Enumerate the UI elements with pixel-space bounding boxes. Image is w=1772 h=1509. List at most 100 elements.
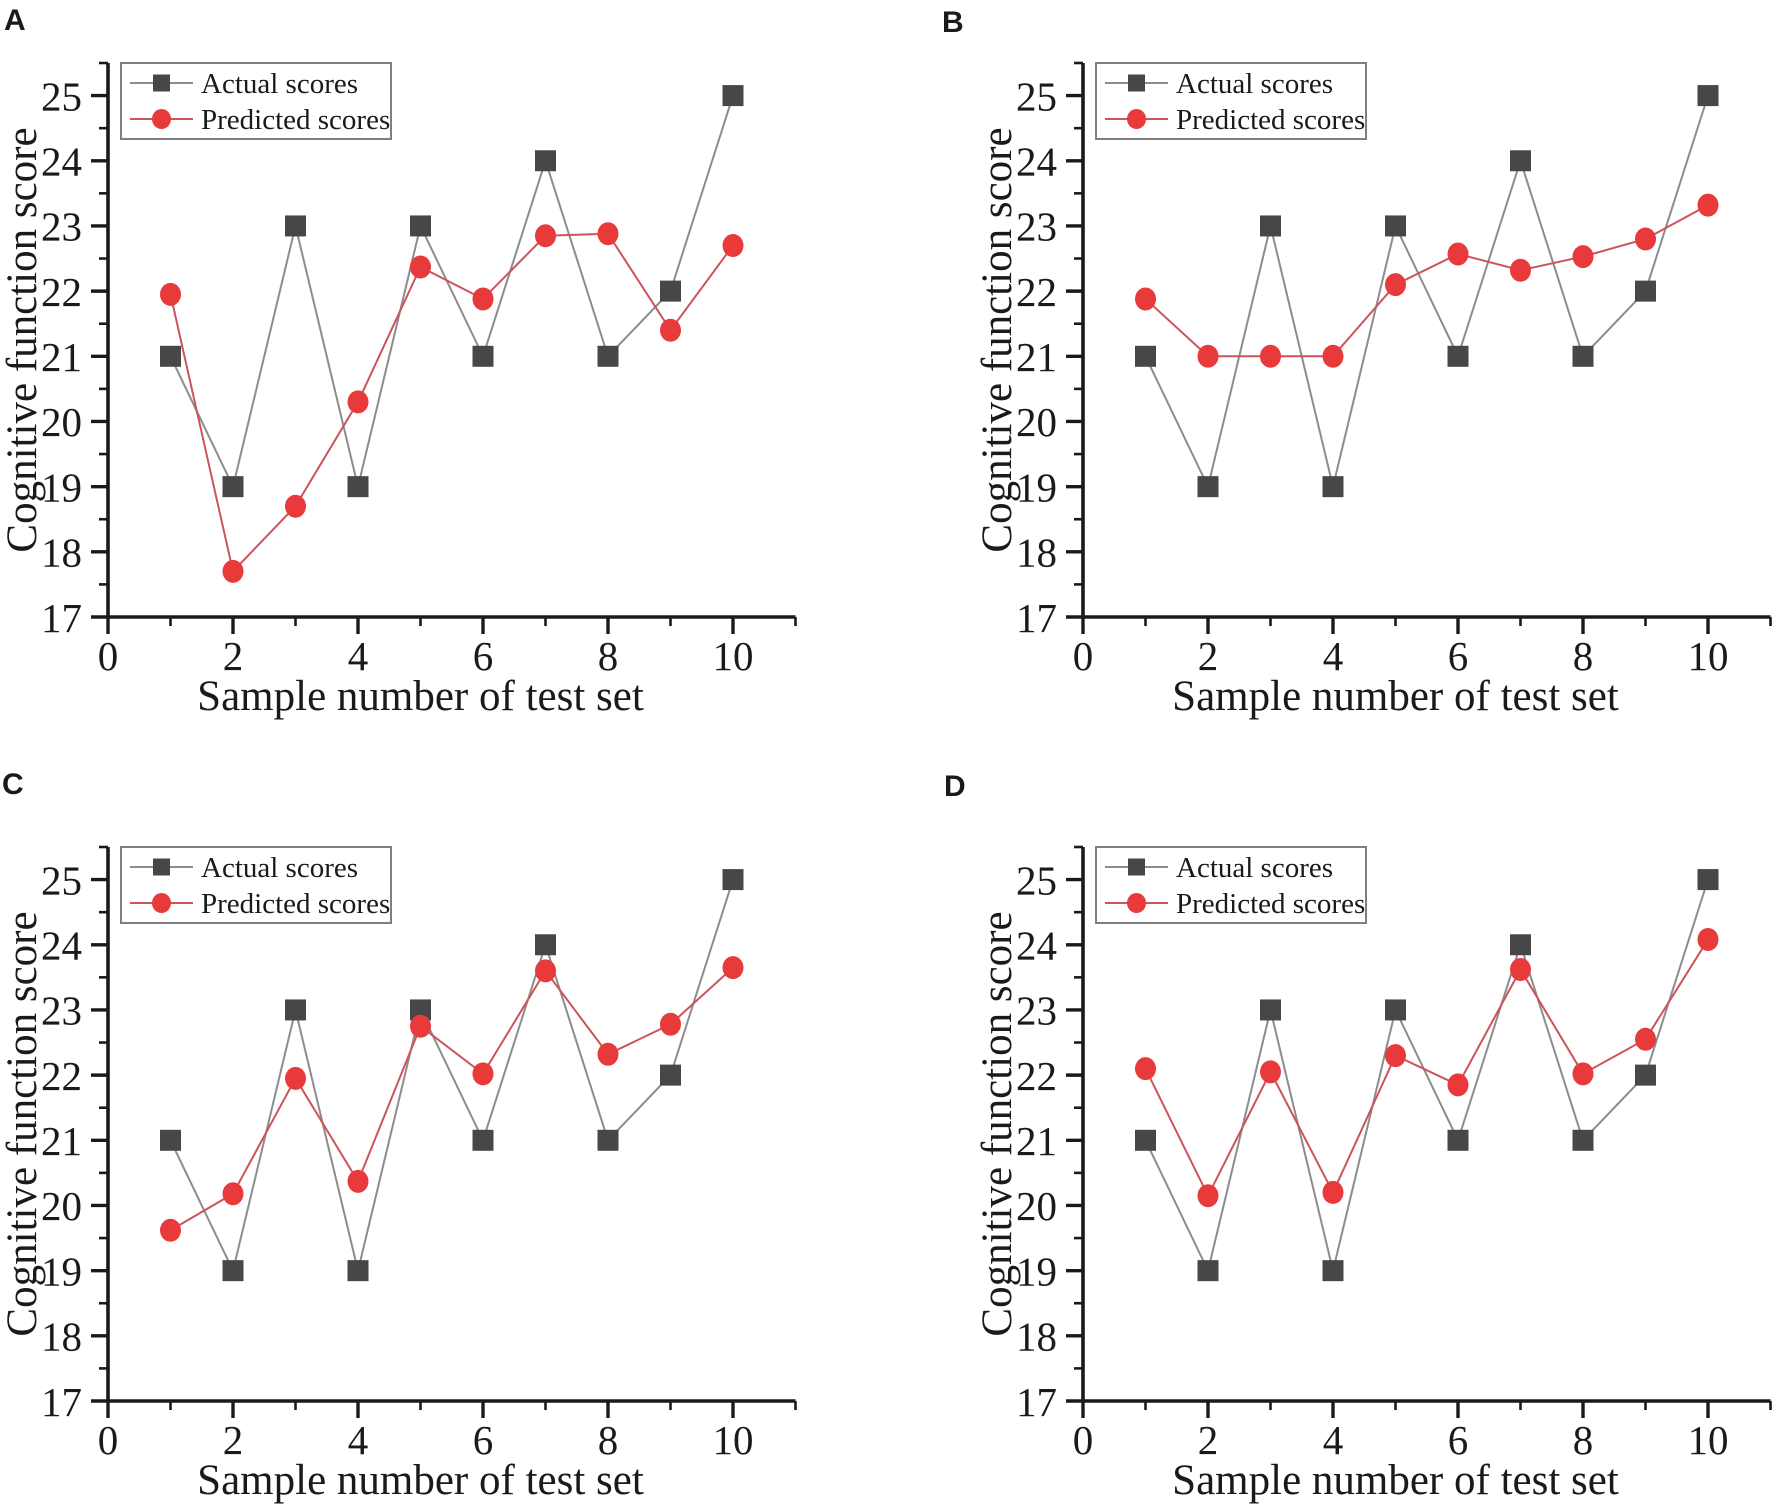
series-actual-scores	[1135, 869, 1719, 1282]
data-point-square	[285, 215, 306, 237]
x-tick-label: 2	[223, 1417, 244, 1463]
data-point-circle	[1697, 193, 1719, 217]
data-point-square	[1447, 1129, 1469, 1151]
axes	[106, 63, 796, 619]
y-tick-label: 21	[1016, 1118, 1057, 1164]
data-point-circle	[660, 1012, 681, 1036]
x-axis-title: Sample number of test set	[197, 673, 644, 720]
x-tick-label: 4	[1323, 633, 1344, 679]
data-point-square	[660, 280, 681, 302]
data-point-circle	[472, 287, 494, 311]
data-point-square	[1135, 1129, 1156, 1151]
y-tick-label: 24	[41, 139, 82, 185]
y-tick-label: 20	[1016, 399, 1057, 445]
data-point-circle	[1510, 958, 1531, 982]
y-tick-label: 20	[41, 399, 82, 445]
data-point-square	[472, 1129, 494, 1151]
data-point-square	[597, 1129, 619, 1151]
x-tick-label: 8	[598, 1417, 619, 1463]
y-tick-label: 25	[41, 73, 82, 119]
data-point-square	[660, 1064, 681, 1086]
data-point-square	[1697, 869, 1719, 891]
data-point-circle	[1385, 273, 1406, 297]
data-point-circle	[410, 255, 431, 279]
data-point-circle	[722, 956, 744, 980]
y-tick-label: 23	[41, 988, 82, 1034]
axes	[1081, 63, 1771, 619]
legend: Actual scores Predicted scores	[1095, 846, 1367, 924]
tick-marks	[91, 61, 797, 634]
y-tick-label: 19	[1016, 464, 1057, 510]
y-axis-title: Cognitive function score	[974, 127, 1021, 552]
legend: Actual scores Predicted scores	[120, 62, 392, 140]
data-point-circle	[347, 390, 369, 414]
data-point-square	[535, 934, 556, 956]
x-tick-label: 4	[1323, 1417, 1344, 1463]
x-tick-label: 0	[1073, 633, 1094, 679]
y-tick-label: 18	[1016, 1314, 1057, 1360]
x-axis-title: Sample number of test set	[1172, 673, 1619, 720]
y-tick-label: 19	[41, 464, 82, 510]
y-tick-label: 24	[1016, 139, 1057, 185]
data-point-square	[1322, 1260, 1344, 1282]
x-axis-title: Sample number of test set	[1172, 1457, 1619, 1504]
legend-label: Predicted scores	[1176, 888, 1365, 920]
y-tick-label: 23	[1016, 204, 1057, 250]
x-tick-label: 2	[223, 633, 244, 679]
legend-label: Actual scores	[201, 852, 358, 884]
y-tick-label: 23	[41, 204, 82, 250]
data-point-square	[1697, 85, 1719, 107]
x-tick-label: 0	[1073, 1417, 1094, 1463]
data-point-square	[1635, 280, 1656, 302]
y-tick-label: 22	[1016, 1053, 1057, 1099]
legend-label: Actual scores	[1176, 68, 1333, 100]
data-point-square	[1260, 999, 1281, 1021]
data-point-circle	[222, 559, 244, 583]
y-tick-label: 19	[1016, 1248, 1057, 1294]
x-axis-title: Sample number of test set	[197, 1457, 644, 1504]
x-tick-label: 4	[348, 633, 369, 679]
data-point-square	[160, 345, 181, 367]
y-tick-label: 17	[41, 1379, 82, 1425]
y-tick-label: 20	[41, 1183, 82, 1229]
y-tick-label: 22	[1016, 269, 1057, 315]
data-point-circle	[160, 282, 181, 306]
tick-marks	[1066, 845, 1772, 1418]
series-predicted-scores	[1135, 193, 1719, 368]
y-tick-label: 17	[41, 595, 82, 641]
x-tick-label: 8	[1573, 1417, 1594, 1463]
data-point-circle	[1322, 344, 1344, 368]
data-point-circle	[472, 1062, 494, 1086]
data-point-square	[1322, 476, 1344, 498]
y-tick-label: 25	[1016, 857, 1057, 903]
x-tick-label: 10	[713, 633, 754, 679]
legend-square-marker	[153, 858, 170, 876]
data-point-square	[285, 999, 306, 1021]
series-predicted-scores	[160, 222, 744, 583]
data-point-circle	[597, 1042, 619, 1066]
data-point-circle	[1322, 1180, 1344, 1204]
y-tick-label: 21	[41, 334, 82, 380]
panel-b-label: B	[942, 6, 964, 39]
legend-label: Actual scores	[201, 68, 358, 100]
y-tick-label: 24	[41, 923, 82, 969]
data-point-square	[347, 476, 369, 498]
axes	[1081, 847, 1771, 1403]
data-point-square	[472, 345, 494, 367]
data-point-circle	[597, 222, 619, 246]
data-point-circle	[535, 959, 556, 983]
series-actual-scores	[1135, 85, 1719, 498]
data-point-circle	[1135, 1057, 1156, 1081]
data-point-square	[1447, 345, 1469, 367]
data-point-circle	[1385, 1044, 1406, 1068]
legend-label: Predicted scores	[201, 888, 390, 920]
